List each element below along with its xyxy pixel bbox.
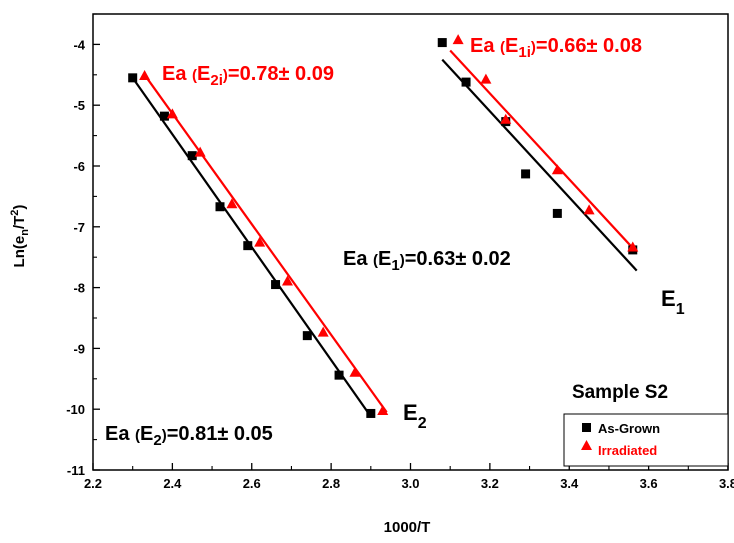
point-irradiated: [480, 73, 492, 84]
fit-line-as-grown: [441, 58, 638, 272]
point-as-grown: [437, 38, 447, 48]
point-irradiated: [317, 326, 329, 337]
point-irradiated: [551, 164, 563, 175]
legend-title: Sample S2: [572, 382, 668, 403]
x-axis-title: 1000/T: [384, 519, 431, 536]
fit-lines: [131, 49, 638, 418]
point-irradiated: [452, 34, 464, 45]
y-tick-label: -6: [73, 159, 85, 174]
point-as-grown: [187, 151, 197, 161]
data-points: [128, 34, 639, 418]
legend-label-as-grown: As-Grown: [598, 421, 660, 436]
y-tick-label: -11: [67, 463, 85, 478]
x-tick-label: 2.4: [163, 476, 182, 491]
x-tick-label: 2.6: [243, 476, 261, 491]
point-as-grown: [243, 241, 253, 251]
annotation-e2: Ea (E2)=0.81± 0.05: [105, 423, 273, 449]
legend-label-irradiated: Irradiated: [598, 443, 657, 458]
point-as-grown: [334, 370, 344, 380]
point-irradiated: [194, 146, 206, 157]
legend: Sample S2 As-Grown Irradiated: [563, 382, 729, 467]
fit-line-irradiated: [143, 74, 388, 413]
point-as-grown: [271, 280, 281, 290]
point-as-grown: [302, 331, 312, 341]
point-as-grown: [521, 169, 531, 179]
x-tick-label: 3.0: [401, 476, 419, 491]
point-as-grown: [215, 202, 225, 212]
x-tick-labels: 2.2 2.4 2.6 2.8 3.0 3.2 3.4 3.6 3.8: [84, 476, 734, 491]
point-irradiated: [166, 108, 178, 119]
point-irradiated: [500, 113, 512, 124]
annotation-e1i: Ea (E1i)=0.66± 0.08: [470, 35, 642, 61]
y-tick-label: -8: [73, 281, 85, 296]
y-tick-label: -5: [73, 98, 85, 113]
point-as-grown: [552, 208, 562, 218]
y-tick-label: -10: [66, 402, 85, 417]
point-irradiated: [377, 405, 389, 416]
peak-label-e1: E1: [661, 286, 685, 318]
legend-marker-irradiated: [581, 440, 592, 450]
y-tick-label: -4: [73, 37, 85, 52]
point-irradiated: [281, 275, 293, 286]
y-axis-title: Ln(en/T2): [9, 205, 31, 268]
point-irradiated: [226, 198, 238, 209]
peak-label-e2: E2: [403, 400, 427, 432]
y-tick-label: -7: [73, 220, 85, 235]
x-tick-label: 3.2: [481, 476, 499, 491]
y-tick-labels: -4 -5 -6 -7 -8 -9 -10 -11: [66, 37, 86, 478]
point-as-grown: [366, 408, 376, 418]
x-tick-label: 2.8: [322, 476, 340, 491]
point-irradiated: [139, 70, 151, 81]
fit-line-irradiated: [449, 49, 638, 254]
y-tick-label: -9: [73, 341, 85, 356]
point-irradiated: [627, 241, 639, 252]
x-tick-label: 3.6: [640, 476, 658, 491]
plot-frame: [92, 13, 729, 471]
point-as-grown: [461, 77, 471, 87]
legend-box: [563, 413, 729, 467]
annotation-e2i: Ea (E2i)=0.78± 0.09: [162, 63, 334, 89]
point-irradiated: [349, 366, 361, 377]
point-as-grown: [128, 73, 138, 83]
point-irradiated: [583, 204, 595, 215]
annotation-e1: Ea (E1)=0.63± 0.02: [343, 248, 511, 274]
legend-marker-as-grown: [582, 423, 591, 432]
point-irradiated: [254, 236, 266, 247]
x-tick-label: 3.4: [560, 476, 579, 491]
x-tick-label: 2.2: [84, 476, 102, 491]
x-tick-label: 3.8: [719, 476, 734, 491]
point-as-grown: [159, 111, 169, 121]
